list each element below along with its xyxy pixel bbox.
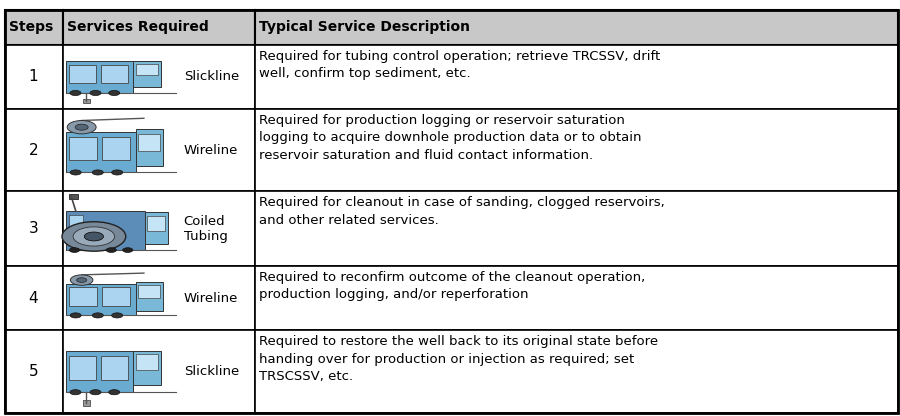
- Circle shape: [106, 248, 116, 253]
- Bar: [255, 266, 898, 330]
- Bar: [101, 65, 128, 84]
- Bar: [67, 211, 145, 250]
- Bar: [4, 191, 63, 266]
- Bar: [255, 330, 898, 413]
- Bar: [136, 354, 158, 369]
- Circle shape: [109, 390, 120, 395]
- Bar: [69, 136, 97, 160]
- Text: Services Required: Services Required: [68, 20, 209, 35]
- Bar: [69, 287, 97, 306]
- Circle shape: [85, 232, 104, 241]
- Bar: [255, 109, 898, 191]
- Bar: [63, 191, 255, 266]
- Circle shape: [109, 90, 120, 96]
- Text: 1: 1: [29, 69, 39, 84]
- Bar: [4, 266, 63, 330]
- Bar: [4, 45, 63, 109]
- Bar: [133, 351, 161, 385]
- Text: Slickline: Slickline: [184, 70, 239, 83]
- Circle shape: [112, 170, 122, 175]
- Bar: [139, 134, 160, 151]
- Bar: [83, 99, 90, 104]
- Circle shape: [112, 313, 122, 318]
- Text: Wireline: Wireline: [184, 144, 238, 157]
- Bar: [69, 194, 78, 199]
- Bar: [63, 266, 255, 330]
- Text: 3: 3: [29, 221, 39, 236]
- Bar: [67, 284, 136, 315]
- Bar: [67, 61, 133, 93]
- Bar: [4, 10, 63, 45]
- Bar: [255, 191, 898, 266]
- Bar: [69, 356, 96, 380]
- Text: Steps: Steps: [9, 20, 53, 35]
- Circle shape: [90, 390, 101, 395]
- Bar: [255, 10, 898, 45]
- Bar: [4, 330, 63, 413]
- Text: Required to restore the well back to its original state before
handing over for : Required to restore the well back to its…: [259, 335, 659, 383]
- Circle shape: [93, 313, 104, 318]
- Circle shape: [70, 170, 81, 175]
- Bar: [69, 65, 96, 84]
- Bar: [68, 215, 83, 226]
- Text: Coiled
Tubing: Coiled Tubing: [184, 215, 228, 243]
- Text: 2: 2: [29, 143, 39, 158]
- Bar: [101, 356, 128, 380]
- Bar: [103, 136, 130, 160]
- Bar: [136, 129, 163, 166]
- Bar: [136, 64, 158, 75]
- Bar: [103, 287, 130, 306]
- Bar: [133, 61, 161, 87]
- Bar: [63, 330, 255, 413]
- Text: Required for production logging or reservoir saturation
logging to acquire downh: Required for production logging or reser…: [259, 114, 642, 162]
- Bar: [136, 282, 163, 311]
- Circle shape: [73, 227, 114, 246]
- Bar: [67, 131, 136, 173]
- Circle shape: [62, 222, 126, 251]
- Text: Slickline: Slickline: [184, 365, 239, 378]
- Circle shape: [69, 248, 79, 253]
- Text: Required for tubing control operation; retrieve TRCSSV, drift
well, confirm top : Required for tubing control operation; r…: [259, 50, 661, 80]
- Text: Typical Service Description: Typical Service Description: [259, 20, 470, 35]
- Circle shape: [122, 248, 133, 253]
- Circle shape: [76, 278, 86, 282]
- Text: Required to reconfirm outcome of the cleanout operation,
production logging, and: Required to reconfirm outcome of the cle…: [259, 271, 645, 301]
- Bar: [67, 352, 133, 392]
- Bar: [63, 109, 255, 191]
- Circle shape: [70, 313, 81, 318]
- Circle shape: [70, 275, 93, 285]
- Circle shape: [70, 390, 81, 395]
- Bar: [83, 400, 90, 406]
- Text: 5: 5: [29, 364, 39, 379]
- Bar: [255, 45, 898, 109]
- Circle shape: [68, 121, 96, 134]
- Bar: [4, 109, 63, 191]
- Bar: [63, 45, 255, 109]
- Bar: [147, 216, 165, 231]
- Circle shape: [75, 124, 88, 130]
- Bar: [145, 212, 168, 244]
- Text: Wireline: Wireline: [184, 292, 238, 305]
- Circle shape: [93, 170, 104, 175]
- Circle shape: [70, 90, 81, 96]
- Bar: [139, 285, 160, 298]
- Circle shape: [90, 90, 101, 96]
- Bar: [63, 10, 255, 45]
- Text: 4: 4: [29, 290, 39, 305]
- Text: Required for cleanout in case of sanding, clogged reservoirs,
and other related : Required for cleanout in case of sanding…: [259, 196, 665, 227]
